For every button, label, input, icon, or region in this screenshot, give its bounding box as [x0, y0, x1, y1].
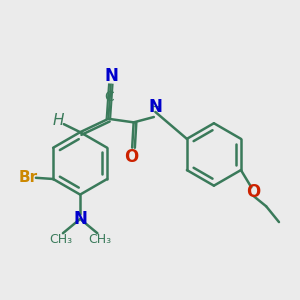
- Text: CH₃: CH₃: [49, 233, 72, 246]
- Text: Br: Br: [18, 170, 38, 185]
- Text: CH₃: CH₃: [88, 233, 111, 246]
- Text: O: O: [124, 148, 138, 166]
- Text: N: N: [148, 98, 162, 116]
- Text: N: N: [73, 210, 87, 228]
- Text: O: O: [246, 183, 260, 201]
- Text: N: N: [105, 67, 118, 85]
- Text: C: C: [104, 89, 114, 103]
- Text: H: H: [53, 113, 64, 128]
- Text: H: H: [150, 100, 161, 115]
